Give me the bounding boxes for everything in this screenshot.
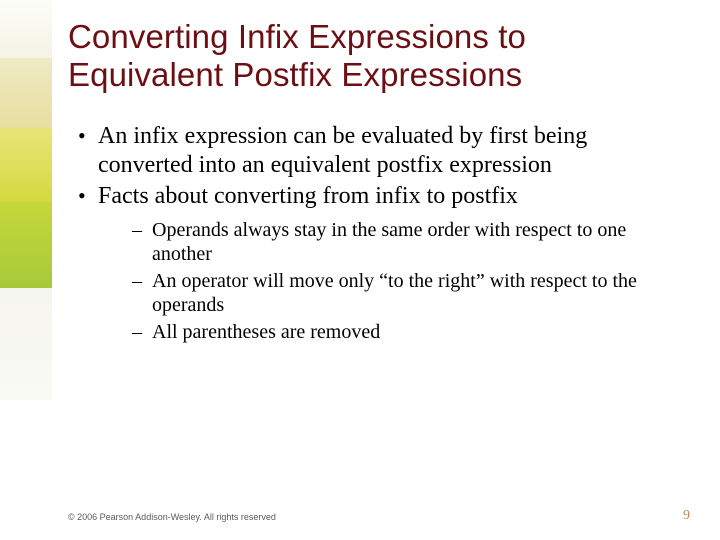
sub-list-item-text: Operands always stay in the same order w… [152,219,626,266]
slide-title: Converting Infix Expressions to Equivale… [68,18,680,94]
list-item: • An infix expression can be evaluated b… [72,122,680,181]
sub-list: – Operands always stay in the same order… [98,218,680,345]
dash-icon: – [132,218,142,243]
deco-segment [0,400,52,540]
list-item: • Facts about converting from infix to p… [72,182,680,344]
dash-icon: – [132,320,142,345]
sub-list-item: – An operator will move only “to the rig… [128,269,680,318]
bullet-icon: • [78,123,86,150]
sub-list-item: – All parentheses are removed [128,320,680,345]
sub-list-item-text: An operator will move only “to the right… [152,270,637,317]
bullet-list: • An infix expression can be evaluated b… [68,122,680,345]
list-item-text: An infix expression can be evaluated by … [98,123,587,178]
bullet-icon: • [78,183,86,210]
sub-list-item: – Operands always stay in the same order… [128,218,680,267]
list-item-text: Facts about converting from infix to pos… [98,183,518,209]
page-number: 9 [683,508,690,524]
copyright-footer: © 2006 Pearson Addison-Wesley. All right… [68,512,276,522]
slide-content: Converting Infix Expressions to Equivale… [0,0,720,345]
dash-icon: – [132,269,142,294]
sub-list-item-text: All parentheses are removed [152,321,380,343]
